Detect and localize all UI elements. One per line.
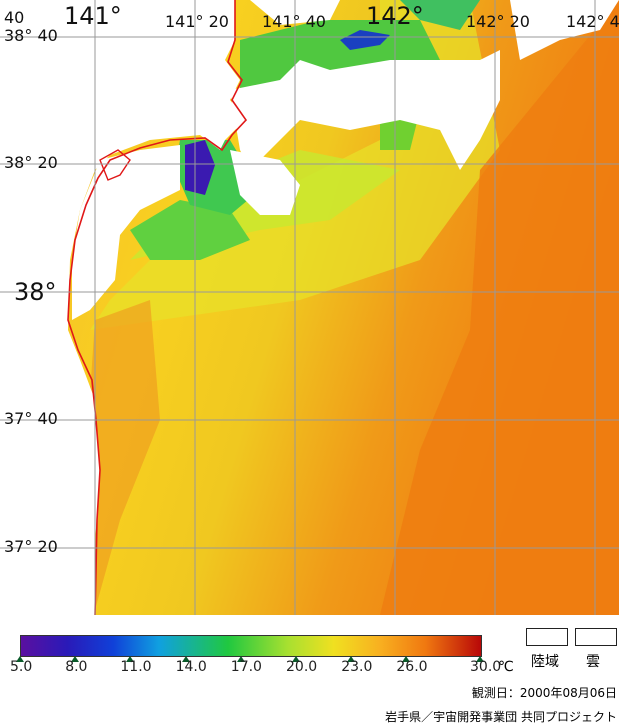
credit-line: 岩手県／宇宙開発事業団 共同プロジェクト <box>385 710 617 724</box>
cloud-area <box>72 145 180 320</box>
colorbar-tick-mark <box>236 656 245 662</box>
longitude-label: 142° 4 <box>566 12 619 31</box>
latitude-label: 38° 20 <box>4 153 58 172</box>
colorbar-tick-label: 17.0 <box>230 659 262 675</box>
latitude-label: 38° <box>14 278 57 306</box>
longitude-label: 142° 20 <box>466 12 530 31</box>
observation-date: 観測日：2000年08月06日 <box>471 686 617 700</box>
cloud-legend-label: 雲 <box>586 654 600 670</box>
latitude-label: 38° 40 <box>4 26 58 45</box>
land-area <box>0 0 245 615</box>
colorbar-tick-mark <box>292 656 300 662</box>
coastline-bay <box>99 149 131 181</box>
longitude-label: 141° 40 <box>262 12 326 31</box>
very-cold-patch <box>185 140 215 195</box>
land-legend-swatch <box>526 628 568 646</box>
very-cold-patch <box>340 30 390 50</box>
colorbar-tick-mark <box>126 656 135 662</box>
colorbar-tick-label: 30.0 <box>470 659 502 675</box>
sea-warm-east <box>380 0 619 615</box>
colorbar-tick-label: 23.0 <box>341 659 373 675</box>
colorbar-tick-mark <box>181 656 190 662</box>
temperature-unit: ℃ <box>498 659 514 675</box>
sea-surface-temperature-map <box>0 0 619 615</box>
colorbar-tick-mark <box>16 656 24 662</box>
cold-water-patch <box>130 200 250 260</box>
colorbar-tick-mark <box>402 656 411 662</box>
longitude-label: 141° <box>64 2 122 30</box>
colorbar-tick-mark <box>347 656 356 662</box>
temperature-colorbar <box>20 635 482 657</box>
colorbar-tick-mark <box>71 656 80 662</box>
colorbar-tick-label: 8.0 <box>65 659 88 675</box>
cloud-area <box>230 150 300 215</box>
graticule <box>0 0 619 615</box>
latitude-label: 37° 40 <box>4 409 58 428</box>
colorbar-tick-label: 20.0 <box>286 659 318 675</box>
longitude-label: 141° 20 <box>165 12 229 31</box>
colorbar-tick-label: 14.0 <box>175 659 207 675</box>
colorbar-tick-label: 26.0 <box>396 659 428 675</box>
colorbar-tick-label: 11.0 <box>120 659 152 675</box>
cold-water-patch <box>400 0 480 30</box>
colorbar-tick-mark <box>476 656 484 662</box>
cloud-area <box>230 50 500 170</box>
land-legend-label: 陸域 <box>531 654 559 670</box>
latitude-label: 37° 20 <box>4 537 58 556</box>
longitude-label: 142° <box>366 2 424 30</box>
cloud-area <box>510 0 619 60</box>
corner-label: 40 <box>4 8 25 27</box>
colorbar-tick-label: 5.0 <box>10 659 33 675</box>
cloud-legend-swatch <box>575 628 617 646</box>
